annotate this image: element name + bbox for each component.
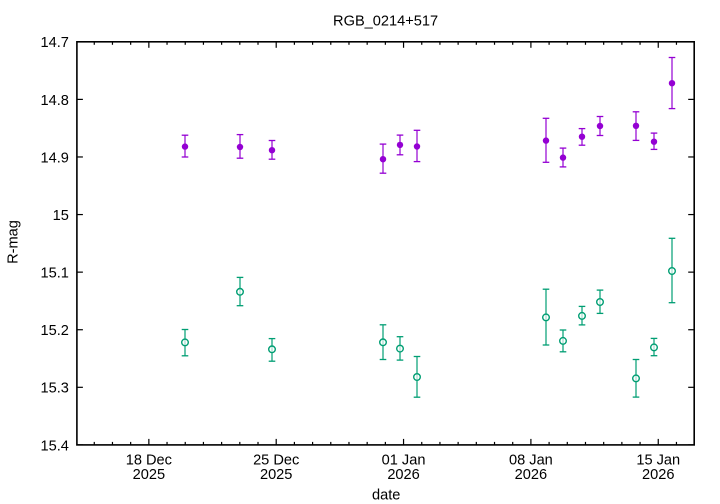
svg-text:18 Dec: 18 Dec [126,453,172,469]
svg-text:25 Dec: 25 Dec [253,453,299,469]
svg-text:01 Jan: 01 Jan [382,453,426,469]
svg-text:2025: 2025 [133,467,165,483]
svg-text:R-mag: R-mag [6,220,22,264]
svg-text:15: 15 [53,208,69,224]
svg-text:2026: 2026 [387,467,419,483]
svg-text:15.2: 15.2 [40,323,68,339]
svg-text:15 Jan: 15 Jan [636,453,680,469]
svg-text:2026: 2026 [642,467,674,483]
svg-text:08 Jan: 08 Jan [509,453,553,469]
svg-text:14.7: 14.7 [40,35,68,51]
svg-text:2026: 2026 [515,467,547,483]
svg-text:date: date [372,488,400,504]
svg-text:14.8: 14.8 [40,93,68,109]
svg-text:RGB_0214+517: RGB_0214+517 [333,13,438,29]
svg-text:15.1: 15.1 [40,266,68,282]
svg-text:15.3: 15.3 [40,381,68,397]
svg-text:14.9: 14.9 [40,150,68,166]
svg-text:2025: 2025 [260,467,292,483]
svg-text:15.4: 15.4 [40,438,68,454]
